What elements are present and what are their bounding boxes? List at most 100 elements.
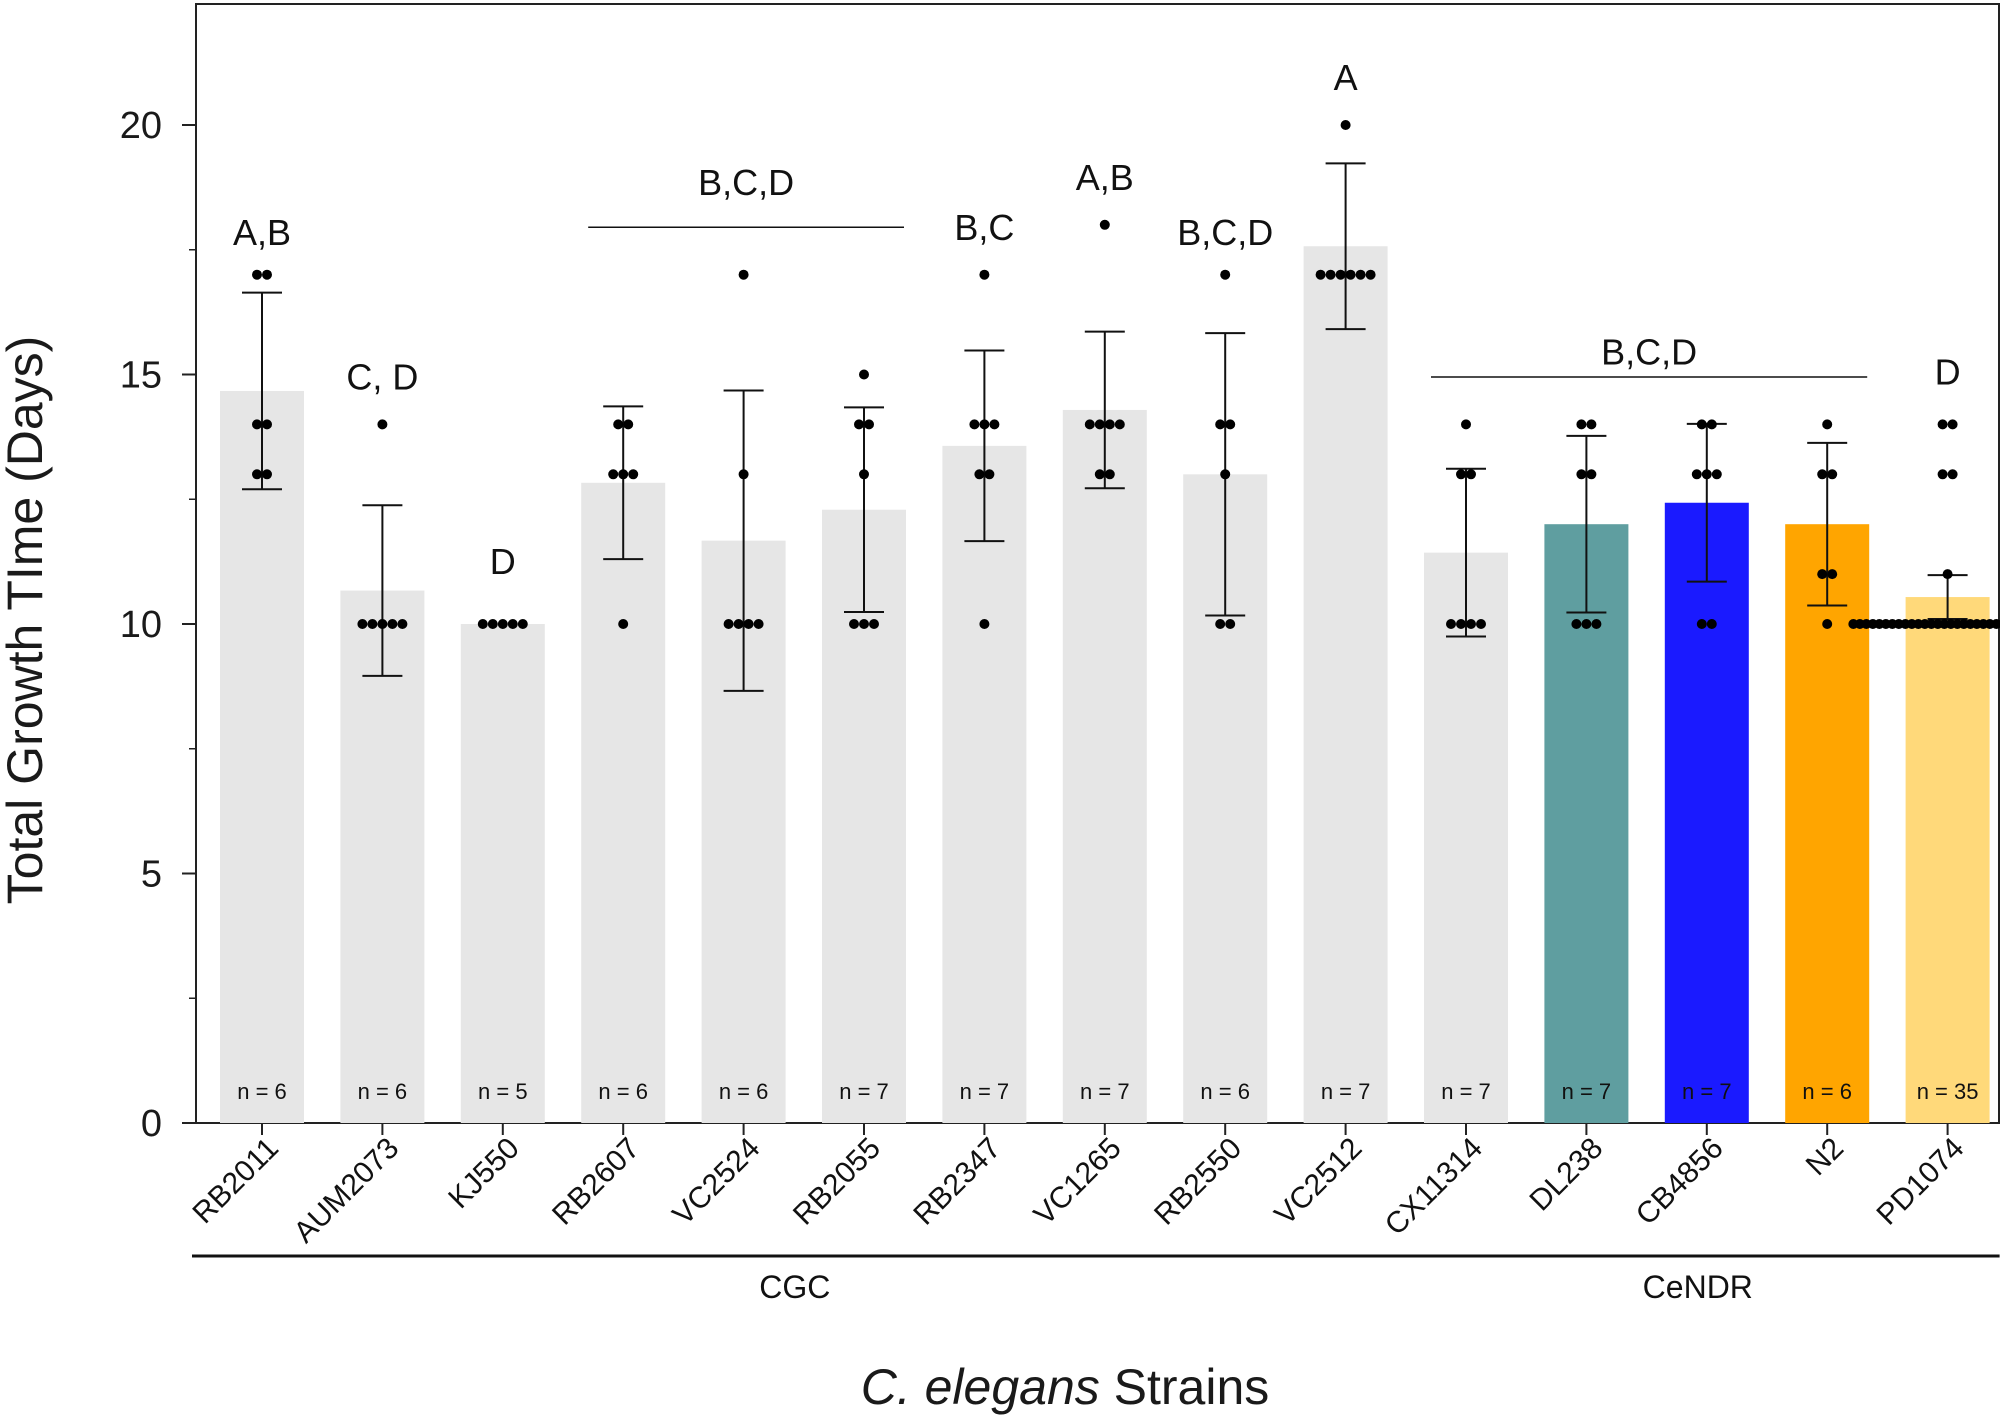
bar-dl238 <box>1544 524 1629 1123</box>
bar-rb2347 <box>942 445 1027 1123</box>
data-point <box>1456 469 1466 480</box>
data-point <box>743 619 754 629</box>
n-label: n = 35 <box>1917 1079 1979 1104</box>
bar-pd1074 <box>1905 597 1990 1123</box>
n-label: n = 6 <box>1200 1079 1250 1104</box>
data-point <box>974 469 985 480</box>
x-category-label: AUM2073 <box>288 1132 406 1250</box>
n-label: n = 6 <box>598 1079 648 1104</box>
significance-letter: A,B <box>233 212 291 253</box>
x-category-label: RB2347 <box>907 1132 1007 1232</box>
data-point <box>859 369 869 380</box>
significance-letter: A <box>1334 57 1358 98</box>
data-point <box>252 269 262 280</box>
data-point <box>869 619 879 629</box>
data-point <box>1335 269 1346 280</box>
data-point <box>262 269 272 280</box>
data-point <box>859 619 869 629</box>
data-point <box>1315 269 1326 280</box>
data-point <box>864 419 874 430</box>
data-point <box>1220 469 1231 480</box>
data-point <box>1325 269 1336 280</box>
data-point <box>738 469 749 480</box>
x-axis-title-rest: Strains <box>1100 1359 1270 1415</box>
n-label: n = 6 <box>237 1079 287 1104</box>
data-point <box>1466 619 1476 629</box>
n-label: n = 7 <box>1321 1079 1371 1104</box>
data-point <box>1571 619 1582 629</box>
data-point <box>733 619 744 629</box>
bar-aum2073 <box>340 590 425 1123</box>
data-point <box>1997 619 2000 629</box>
data-point <box>1706 619 1717 629</box>
data-point <box>1466 469 1476 480</box>
data-point <box>1947 419 1958 430</box>
bar-cx11314 <box>1424 552 1508 1123</box>
data-point <box>1696 619 1707 629</box>
x-category-label: RB2550 <box>1148 1132 1248 1232</box>
data-point <box>1084 419 1095 430</box>
data-point <box>979 619 990 629</box>
data-point <box>1340 120 1351 130</box>
data-point <box>262 419 272 430</box>
significance-letter: B,C,D <box>1177 212 1273 253</box>
data-point <box>979 269 990 280</box>
y-tick-label: 5 <box>141 854 162 896</box>
y-tick-label: 10 <box>120 604 162 646</box>
x-category-label: VC2512 <box>1269 1132 1369 1232</box>
x-category-label: VC2524 <box>667 1132 767 1232</box>
x-category-label: PD1074 <box>1871 1132 1971 1232</box>
data-point <box>969 419 980 430</box>
error-bars-layer <box>242 162 1968 692</box>
data-point <box>1947 469 1958 480</box>
data-point <box>628 469 639 480</box>
data-point <box>1591 619 1602 629</box>
data-point <box>854 419 864 430</box>
data-point <box>1827 569 1838 580</box>
data-point <box>1691 469 1702 480</box>
n-label: n = 7 <box>1441 1079 1491 1104</box>
x-category-label: VC1265 <box>1028 1132 1128 1232</box>
n-label: n = 7 <box>1080 1079 1130 1104</box>
data-point <box>1576 419 1587 430</box>
data-point <box>618 469 629 480</box>
group-label-cendr: CeNDR <box>1643 1269 1753 1305</box>
n-label: n = 6 <box>1802 1079 1852 1104</box>
data-point <box>979 419 990 430</box>
data-point <box>1581 619 1592 629</box>
data-point <box>1706 419 1717 430</box>
data-point <box>507 619 518 629</box>
data-point <box>1991 619 2000 629</box>
bars-layer <box>220 246 1990 1124</box>
significance-letter: B,C,D <box>698 162 794 203</box>
data-point <box>1220 269 1231 280</box>
data-point <box>984 469 995 480</box>
data-point <box>1114 419 1125 430</box>
bar-n2 <box>1785 524 1870 1123</box>
x-axis-title-italic: C. elegans <box>861 1359 1100 1415</box>
x-category-label: RB2055 <box>787 1132 887 1232</box>
data-point <box>262 469 272 480</box>
data-point <box>1345 269 1356 280</box>
data-point <box>397 619 408 629</box>
n-label: n = 7 <box>839 1079 889 1104</box>
x-category-label: CX11314 <box>1379 1132 1489 1242</box>
data-point <box>377 419 388 430</box>
data-point <box>613 419 624 430</box>
data-point <box>252 469 262 480</box>
data-point <box>1696 419 1707 430</box>
data-point <box>1446 619 1456 629</box>
bar-vc1265 <box>1062 409 1147 1124</box>
data-point <box>1817 469 1828 480</box>
significance-letter: B,C,D <box>1601 332 1697 373</box>
significance-letter: C, D <box>346 356 418 397</box>
significance-letter: D <box>490 541 516 582</box>
data-points-layer <box>252 120 2000 629</box>
data-point <box>387 619 398 629</box>
data-point <box>357 619 368 629</box>
data-point <box>623 419 634 430</box>
data-point <box>1822 619 1833 629</box>
data-point <box>1355 269 1366 280</box>
n-label: n = 6 <box>719 1079 769 1104</box>
